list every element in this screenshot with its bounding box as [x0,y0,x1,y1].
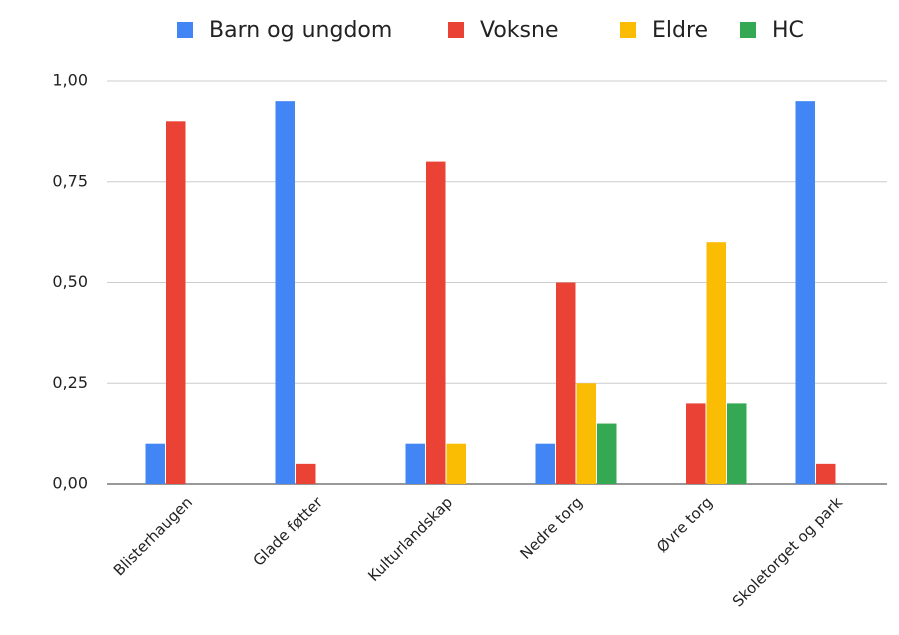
x-tick-label: Skoletorget og park [729,493,846,610]
y-tick-label: 0,00 [52,474,88,493]
legend-swatch [448,22,464,38]
bar [446,443,466,484]
bar [706,242,726,484]
x-tick-label: Blisterhaugen [110,493,196,579]
bar [426,161,446,484]
bar [296,463,316,484]
x-tick-label: Øvre torg [653,493,716,556]
bar [795,101,815,485]
bar [166,121,186,485]
y-tick-label: 0,75 [52,171,88,190]
legend-label: Barn og ungdom [209,18,392,43]
bar [816,463,836,484]
legend-swatch [620,22,636,38]
y-tick-label: 0,25 [52,373,88,392]
bar [275,101,295,485]
legend-label: Eldre [652,18,708,43]
bar [576,383,596,484]
y-tick-label: 0,50 [52,272,88,291]
bar [686,403,706,484]
y-tick-label: 1,00 [52,71,88,90]
bar [597,423,617,484]
legend-item: Eldre [620,18,708,43]
bar [405,443,425,484]
legend-swatch [740,22,756,38]
bar [556,282,576,484]
x-tick-label: Glade føtter [250,493,327,570]
x-tick-label: Kulturlandskap [364,493,456,585]
legend-item: Voksne [448,18,558,43]
x-tick-label: Nedre torg [517,493,587,563]
legend-label: HC [772,18,804,43]
legend-swatch [177,22,193,38]
legend-label: Voksne [480,18,558,43]
legend-item: HC [740,18,804,43]
bar [727,403,747,484]
bar [535,443,555,484]
bar [145,443,165,484]
legend-item: Barn og ungdom [177,18,392,43]
